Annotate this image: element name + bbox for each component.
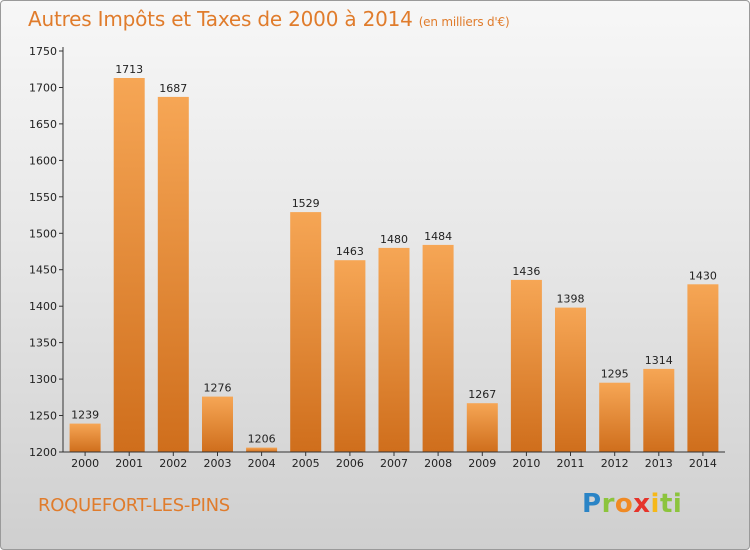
bar-2010 bbox=[510, 279, 542, 452]
x-tick-label: 2002 bbox=[159, 457, 187, 470]
y-tick-label: 1200 bbox=[29, 446, 57, 459]
y-tick-label: 1700 bbox=[29, 82, 57, 95]
axes-layer: 2000 2001 2002 2003 2004 2005 2006 2007 2008 2009… bbox=[29, 45, 725, 470]
bar-2006 bbox=[334, 260, 366, 452]
bars-layer: 1239 1713 1687 1276 1206 1529 1463 1480 1484 1267… bbox=[69, 63, 719, 453]
bar-2013 bbox=[643, 368, 675, 452]
value-label: 1267 bbox=[468, 388, 496, 401]
bar-2005 bbox=[290, 212, 322, 452]
value-label: 1463 bbox=[336, 245, 364, 258]
value-label: 1713 bbox=[115, 63, 143, 76]
bar-2009 bbox=[466, 403, 498, 452]
bar-2012 bbox=[599, 382, 631, 452]
logo-letter: o bbox=[614, 489, 634, 519]
bar-2008 bbox=[422, 244, 454, 452]
x-tick-label: 2005 bbox=[292, 457, 320, 470]
value-label: 1314 bbox=[645, 354, 673, 367]
value-label: 1206 bbox=[248, 433, 276, 446]
value-label: 1436 bbox=[512, 265, 540, 278]
x-tick-label: 2014 bbox=[689, 457, 717, 470]
value-label: 1295 bbox=[601, 368, 629, 381]
x-tick-label: 2007 bbox=[380, 457, 408, 470]
value-label: 1239 bbox=[71, 409, 99, 422]
value-label: 1430 bbox=[689, 269, 717, 282]
commune-name: ROQUEFORT-LES-PINS bbox=[38, 495, 230, 516]
bar-2002 bbox=[157, 96, 189, 453]
x-tick-label: 2009 bbox=[468, 457, 496, 470]
y-tick-label: 1450 bbox=[29, 264, 57, 277]
y-tick-label: 1400 bbox=[29, 300, 57, 313]
logo-letter: P bbox=[582, 489, 602, 519]
proxiti-logo: Proxiti bbox=[582, 489, 682, 519]
bar-2011 bbox=[555, 307, 586, 452]
value-label: 1398 bbox=[557, 293, 585, 306]
bar-2014 bbox=[687, 284, 719, 452]
bar-2001 bbox=[113, 78, 145, 452]
y-tick-label: 1600 bbox=[29, 154, 57, 167]
value-label: 1529 bbox=[292, 197, 320, 210]
y-tick-label: 1300 bbox=[29, 373, 57, 386]
logo-letter: r bbox=[601, 489, 615, 519]
x-tick-label: 2008 bbox=[424, 457, 452, 470]
unit-note: (en milliers d'€) bbox=[418, 15, 510, 29]
logo-letter: t bbox=[659, 489, 673, 519]
logo-letter: i bbox=[650, 489, 660, 519]
bar-2007 bbox=[378, 247, 410, 452]
value-label: 1480 bbox=[380, 233, 408, 246]
value-label: 1687 bbox=[159, 82, 187, 95]
x-tick-label: 2010 bbox=[512, 457, 540, 470]
x-tick-label: 2006 bbox=[336, 457, 364, 470]
x-tick-label: 2013 bbox=[645, 457, 673, 470]
x-tick-label: 2004 bbox=[248, 457, 276, 470]
x-tick-label: 2001 bbox=[115, 457, 143, 470]
bar-2003 bbox=[202, 396, 233, 452]
x-tick-label: 2011 bbox=[557, 457, 585, 470]
value-label: 1276 bbox=[204, 382, 232, 395]
bar-2000 bbox=[69, 423, 101, 452]
title-text: Autres Impôts et Taxes de 2000 à 2014 bbox=[28, 7, 413, 31]
x-tick-label: 2012 bbox=[601, 457, 629, 470]
y-tick-label: 1350 bbox=[29, 337, 57, 350]
x-tick-label: 2003 bbox=[204, 457, 232, 470]
chart-title: Autres Impôts et Taxes de 2000 à 2014 (en… bbox=[28, 7, 510, 31]
value-label: 1484 bbox=[424, 230, 452, 243]
x-tick-label: 2000 bbox=[71, 457, 99, 470]
logo-letter: i bbox=[672, 489, 683, 519]
y-tick-label: 1250 bbox=[29, 410, 57, 423]
bar-2004 bbox=[246, 447, 278, 452]
y-tick-label: 1550 bbox=[29, 191, 57, 204]
logo-letter: x bbox=[633, 489, 651, 519]
y-tick-label: 1750 bbox=[29, 45, 57, 58]
y-tick-label: 1500 bbox=[29, 227, 57, 240]
y-tick-label: 1650 bbox=[29, 118, 57, 131]
